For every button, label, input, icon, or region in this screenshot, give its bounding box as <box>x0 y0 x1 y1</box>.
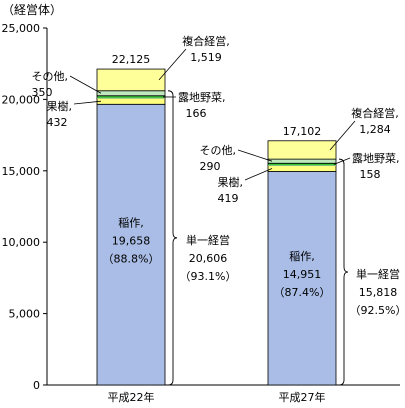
y-axis: 0 5,000 10,000 15,000 20,000 25,000 <box>2 22 400 392</box>
vegetable-label: 166 <box>186 107 207 120</box>
y-tick-label: 5,000 <box>9 308 41 321</box>
rice-label: 稲作, <box>289 250 315 263</box>
multi-label: 1,519 <box>190 51 222 64</box>
other-label: その他, <box>200 144 237 157</box>
bar-segment-multi <box>96 68 166 92</box>
other-leader-line <box>237 149 273 162</box>
other-label: その他, <box>32 70 69 83</box>
single-bracket <box>167 90 178 386</box>
bar-segment-multi <box>267 140 337 160</box>
bars: 22,125 平成22年 17,102 平成27年 <box>96 53 337 404</box>
single-label: 20,606 <box>189 252 228 265</box>
y-tick-label: 10,000 <box>2 236 41 249</box>
bar-segment-fruit <box>267 165 337 172</box>
bar-segment-other <box>267 158 337 164</box>
other-label: 350 <box>32 86 53 99</box>
bar-segment-rice <box>96 103 166 386</box>
vegetable-label: 露地野菜, <box>178 91 226 104</box>
rice-label: （88.8%） <box>103 253 160 266</box>
multi-label: 複合経営, <box>351 106 399 120</box>
rice-label: 稲作, <box>118 217 144 230</box>
y-tick-label: 20,000 <box>2 93 41 106</box>
fruit-label: 432 <box>47 116 68 129</box>
fruit-label: 果樹, <box>47 100 73 113</box>
rice-label: 19,658 <box>112 235 151 248</box>
other-label: 290 <box>200 160 221 173</box>
multi-leader-line <box>158 48 187 81</box>
single-label: 単一経営 <box>356 267 400 281</box>
vegetable-label: 露地野菜, <box>352 152 400 165</box>
bar-segment-fruit <box>96 97 166 105</box>
bar-segment-other <box>96 90 166 97</box>
multi-label: 複合経営, <box>182 34 230 48</box>
other-leader-line <box>69 75 102 94</box>
bar-total-label: 22,125 <box>112 53 151 66</box>
fruit-label: 419 <box>218 192 239 205</box>
rice-label: （87.4%） <box>274 286 331 299</box>
x-tick-label: 平成22年 <box>108 390 155 404</box>
vegetable-leader-line <box>333 157 351 165</box>
bar-segment-rice <box>267 171 337 386</box>
vegetable-label: 158 <box>360 168 381 181</box>
multi-leader-line <box>329 120 356 151</box>
single-label: 15,818 <box>359 286 398 299</box>
y-axis-unit-label: （経営体） <box>2 3 62 17</box>
x-tick-label: 平成27年 <box>279 390 326 404</box>
single-label: （92.5%） <box>350 304 405 317</box>
annotations: 稲作, 19,658 （88.8%） 複合経営, 1,519 露地野菜, 166 その他, 35… <box>32 34 405 386</box>
y-tick-label: 15,000 <box>2 165 41 178</box>
rice-label: 14,951 <box>283 268 322 281</box>
y-tick-label: 25,000 <box>2 22 41 35</box>
bar-total-label: 17,102 <box>283 125 322 138</box>
single-label: 単一経営 <box>186 233 230 247</box>
multi-label: 1,284 <box>359 123 391 136</box>
fruit-leader-line <box>244 168 273 181</box>
fruit-label: 果樹, <box>218 176 244 189</box>
y-tick-label: 0 <box>33 379 40 392</box>
single-label: （93.1%） <box>180 270 237 283</box>
fruit-leader-line <box>73 100 102 105</box>
single-bracket <box>338 158 349 386</box>
